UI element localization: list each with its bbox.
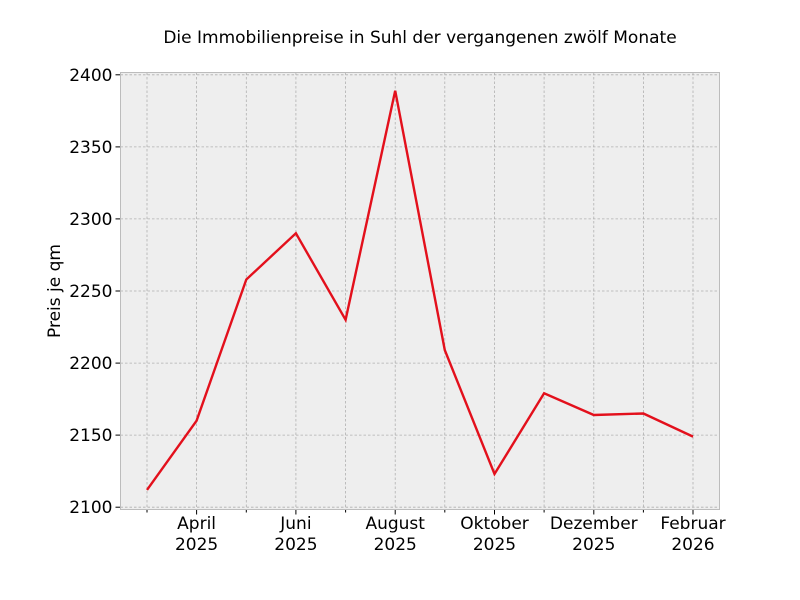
y-axis-label: Preis je qm xyxy=(45,244,65,338)
y-tick-label: 2200 xyxy=(69,354,112,374)
y-axis: 2100 2150 2200 2250 2300 2350 2400 xyxy=(69,66,121,518)
price-line xyxy=(146,90,694,491)
x-tick-label-month: Februar xyxy=(660,514,725,534)
x-axis: April2025Juni2025August2025Oktober2025De… xyxy=(146,509,726,555)
x-tick-label-year: 2025 xyxy=(175,535,218,555)
y-tick-label: 2100 xyxy=(69,498,112,518)
grid xyxy=(120,72,720,510)
x-tick-label-year: 2025 xyxy=(274,535,317,555)
x-tick-label-month: Oktober xyxy=(460,514,529,534)
chart-title: Die Immobilienpreise in Suhl der vergang… xyxy=(163,28,676,48)
plot-frame xyxy=(120,72,720,510)
y-tick-label: 2150 xyxy=(69,426,112,446)
y-tick-label: 2350 xyxy=(69,138,112,158)
y-tick-label: 2250 xyxy=(69,282,112,302)
x-tick-label-year: 2025 xyxy=(473,535,516,555)
x-tick-label-year: 2026 xyxy=(671,535,714,555)
x-tick-label-month: Juni xyxy=(279,514,311,534)
x-tick-label-month: Dezember xyxy=(550,514,638,534)
x-tick-label-year: 2025 xyxy=(572,535,615,555)
y-tick-label: 2300 xyxy=(69,210,112,230)
x-tick-label-month: April xyxy=(177,514,216,534)
x-tick-label-year: 2025 xyxy=(374,535,417,555)
x-tick-label-month: August xyxy=(365,514,425,534)
y-tick-label: 2400 xyxy=(69,66,112,86)
